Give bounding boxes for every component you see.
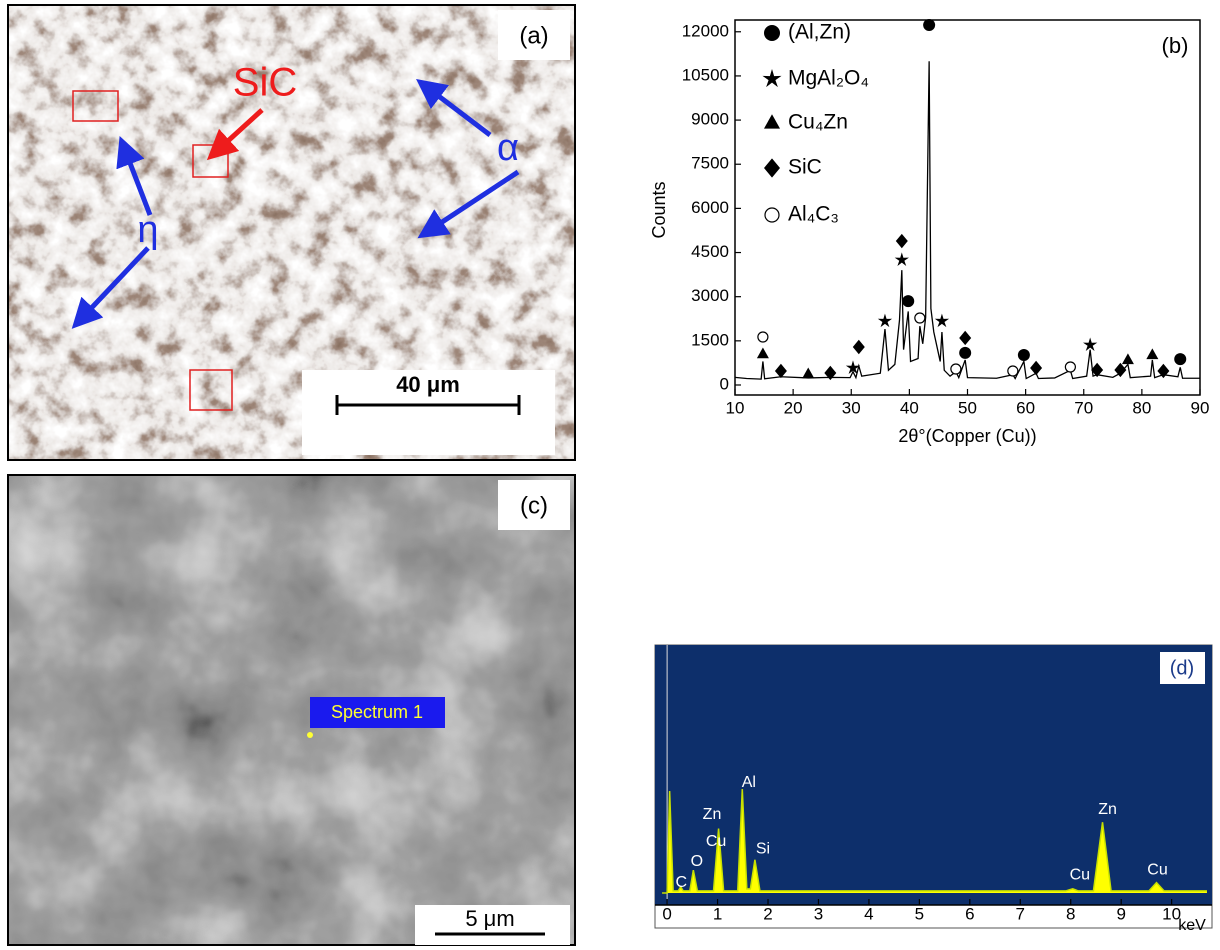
x-tick-label: 80 xyxy=(1132,398,1151,417)
peak-label: Cu xyxy=(1147,861,1167,878)
x-tick-label: 0 xyxy=(662,904,671,923)
spectrum-point xyxy=(307,732,313,738)
legend-symbol xyxy=(765,208,779,222)
peak-label: Cu xyxy=(706,833,726,850)
x-tick-label: 7 xyxy=(1016,904,1025,923)
legend-symbol xyxy=(764,25,780,41)
x-tick-label: 70 xyxy=(1074,398,1093,417)
panel-label: (d) xyxy=(1170,657,1194,679)
x-tick-label: 90 xyxy=(1191,398,1210,417)
phase-marker xyxy=(915,313,925,323)
peak-label: O xyxy=(691,853,703,870)
x-tick-label: 1 xyxy=(713,904,722,923)
phase-marker xyxy=(1018,349,1030,361)
figure: SiC η α (a) 40 μm (c) Spectrum 1 5 μm 01… xyxy=(0,0,1220,950)
x-tick-label: 5 xyxy=(915,904,924,923)
phase-marker xyxy=(902,295,914,307)
x-tick-label: 20 xyxy=(784,398,803,417)
spectrum-label: Spectrum 1 xyxy=(331,702,423,722)
y-tick-label: 3000 xyxy=(691,286,729,305)
legend-label: Cu₄Zn xyxy=(788,111,848,134)
scale-label: 5 μm xyxy=(465,906,514,931)
phase-marker xyxy=(923,19,935,31)
y-tick-label: 10500 xyxy=(682,65,729,84)
y-tick-label: 4500 xyxy=(691,242,729,261)
panel-label: (b) xyxy=(1162,33,1189,58)
panel-b: 0 1500 3000 4500 6000 7500 9000 10500 12000 10 20 3… xyxy=(649,19,1210,446)
peak-label: Si xyxy=(756,841,770,858)
x-tick-label: 3 xyxy=(814,904,823,923)
x-tick-label: 9 xyxy=(1116,904,1125,923)
x-tick-label: 10 xyxy=(726,398,745,417)
panel-a: SiC η α (a) 40 μm xyxy=(8,5,575,460)
phase-marker xyxy=(959,347,971,359)
y-tick-label: 9000 xyxy=(691,110,729,129)
x-axis-label: 2θ°(Copper (Cu)) xyxy=(898,426,1036,446)
peak-label: C xyxy=(675,874,687,891)
y-tick-label: 1500 xyxy=(691,330,729,349)
phase-marker xyxy=(758,332,768,342)
x-tick-label: 8 xyxy=(1066,904,1075,923)
peak-label: Al xyxy=(742,774,756,791)
y-tick-label: 7500 xyxy=(691,154,729,173)
peak-label: Zn xyxy=(703,806,722,823)
x-tick-label: 60 xyxy=(1016,398,1035,417)
panel-label: (c) xyxy=(520,492,548,519)
x-tick-label: 4 xyxy=(864,904,873,923)
phase-marker xyxy=(951,364,961,374)
legend-label: Al₄C₃ xyxy=(788,203,839,226)
legend-label: SiC xyxy=(788,156,822,179)
x-tick-label: 40 xyxy=(900,398,919,417)
micrograph-c xyxy=(8,475,575,945)
x-tick-label: 30 xyxy=(842,398,861,417)
panel-c: (c) Spectrum 1 5 μm xyxy=(8,475,575,945)
legend-label: (Al,Zn) xyxy=(788,21,851,44)
y-tick-label: 0 xyxy=(720,374,729,393)
phase-label: SiC xyxy=(233,61,297,105)
x-tick-label: 2 xyxy=(763,904,772,923)
alpha-label: α xyxy=(497,127,519,169)
y-tick-label: 12000 xyxy=(682,21,729,40)
x-unit: keV xyxy=(1178,917,1206,934)
eta-label: η xyxy=(137,209,158,251)
peak-label: Cu xyxy=(1070,867,1090,884)
legend-label: MgAl₂O₄ xyxy=(788,67,869,90)
y-tick-label: 6000 xyxy=(691,198,729,217)
y-axis-label: Counts xyxy=(649,181,669,238)
panel-label: (a) xyxy=(519,22,548,49)
x-tick-label: 6 xyxy=(965,904,974,923)
peak-label: Zn xyxy=(1098,801,1117,818)
phase-marker xyxy=(1065,362,1075,372)
phase-marker xyxy=(1174,353,1186,365)
page: { "panels": { "a": {"label": "(a)", "pha… xyxy=(0,0,1220,950)
scale-label: 40 μm xyxy=(396,372,460,397)
phase-marker xyxy=(1008,366,1018,376)
x-tick-label: 50 xyxy=(958,398,977,417)
